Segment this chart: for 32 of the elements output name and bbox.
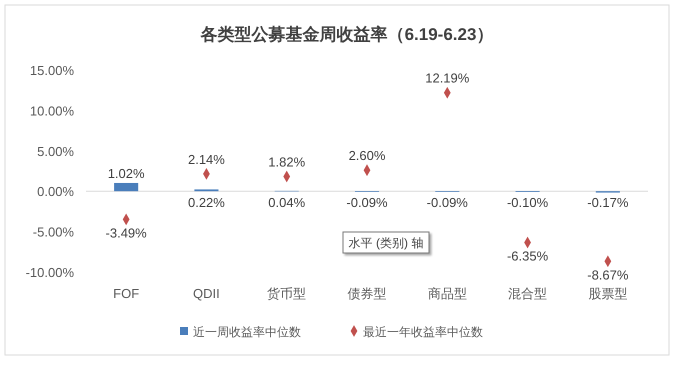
y-tick-label: -10.00% [26,265,74,280]
data-label: 0.04% [268,195,306,210]
y-tick-label: 0.00% [37,184,74,200]
x-tick-label: 商品型 [428,286,467,301]
y-tick-label: 5.00% [37,144,74,159]
x-tick-label: FOF [113,286,140,301]
data-label: -0.09% [426,195,468,210]
x-tick-label: QDII [193,286,220,301]
bar [114,182,138,192]
chart-title: 各类型公募基金周收益率（6.19-6.23） [200,25,494,44]
data-label: -0.09% [346,195,388,210]
data-label: -8.67% [587,267,629,282]
data-label: 1.82% [268,154,306,170]
data-label: 2.60% [348,148,386,164]
y-tick-label: 10.00% [30,103,74,118]
data-label: -6.35% [506,248,549,264]
y-tick-label: -5.00% [32,224,74,240]
data-label: -3.49% [106,225,148,240]
data-label: -0.10% [506,195,549,210]
data-label: 1.02% [108,166,146,181]
data-label: 2.14% [188,152,226,167]
data-label: 0.22% [188,195,226,210]
x-tick-label: 混合型 [508,286,548,301]
legend-label: 近一周收益率中位数 [193,325,301,339]
data-label: -0.17% [587,195,629,210]
legend-label: 最近一年收益率中位数 [363,325,483,339]
x-tick-label: 货币型 [267,286,306,301]
y-tick-label: 15.00% [30,63,74,78]
data-label: 12.19% [425,70,470,86]
annotation: 水平 (类别) 轴 [348,236,424,250]
x-tick-label: 债券型 [348,286,386,301]
x-tick-label: 股票型 [588,286,628,301]
